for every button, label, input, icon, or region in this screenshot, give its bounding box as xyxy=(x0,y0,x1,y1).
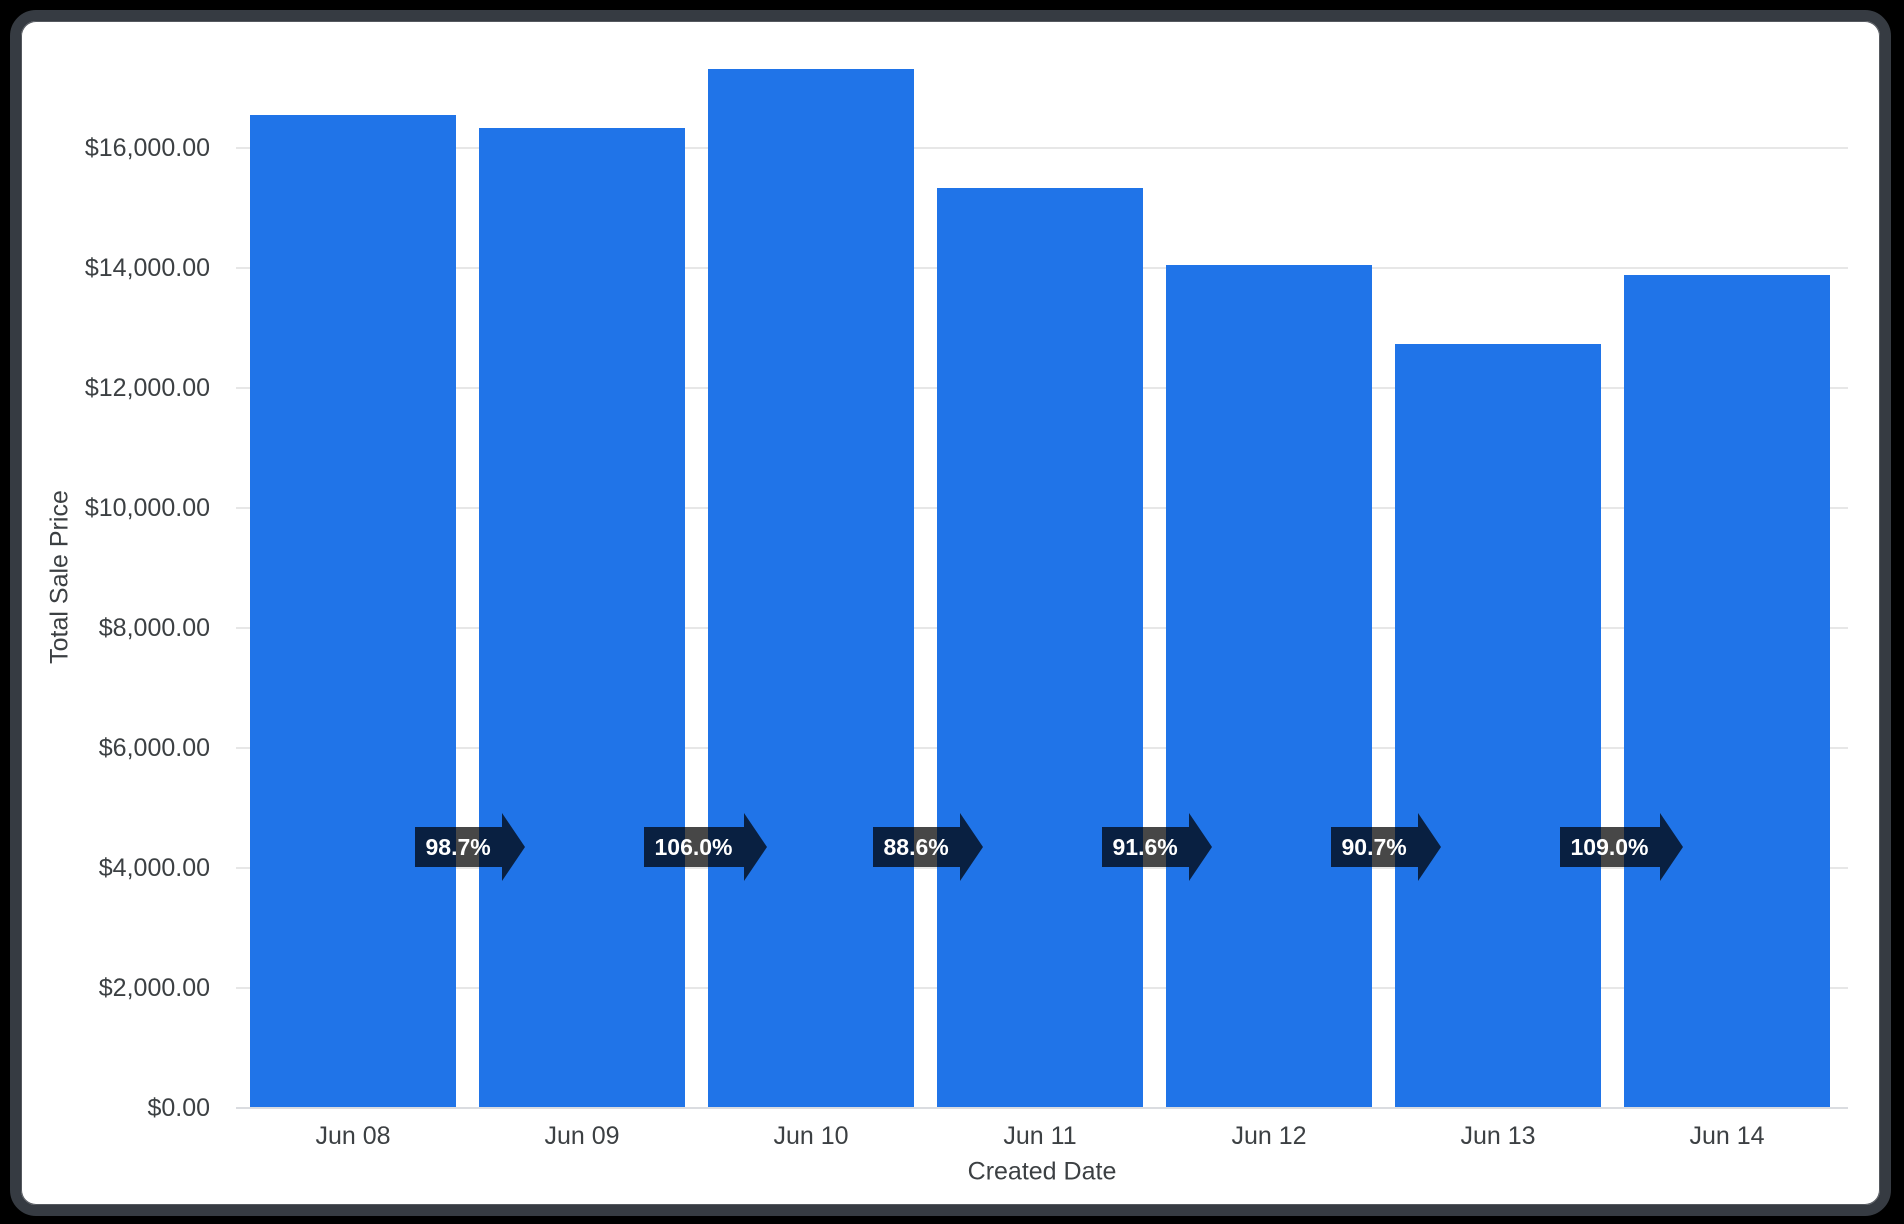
x-axis-line xyxy=(236,1107,1848,1109)
growth-badge-6: 109.0% xyxy=(1559,813,1683,881)
bar-jun-09[interactable] xyxy=(479,128,685,1108)
x-tick-label-jun-13: Jun 13 xyxy=(1460,1122,1536,1150)
bar-jun-10[interactable] xyxy=(708,69,914,1108)
x-tick-label-jun-09: Jun 09 xyxy=(544,1122,620,1150)
right-arrow-icon xyxy=(1659,813,1683,881)
x-tick-label-jun-10: Jun 10 xyxy=(773,1122,849,1150)
x-tick-label-jun-14: Jun 14 xyxy=(1689,1122,1765,1150)
growth-badge-label: 90.7% xyxy=(1330,827,1418,867)
growth-badge-label: 98.7% xyxy=(414,827,502,867)
bar-jun-11[interactable] xyxy=(937,188,1143,1108)
y-tick-label: $2,000.00 xyxy=(98,974,210,1002)
bar-jun-08[interactable] xyxy=(250,115,456,1108)
x-tick-label-jun-11: Jun 11 xyxy=(1003,1122,1077,1150)
right-arrow-icon xyxy=(1417,813,1441,881)
y-tick-label: $16,000.00 xyxy=(84,134,210,162)
y-tick-label: $0.00 xyxy=(147,1094,210,1122)
y-tick-label: $4,000.00 xyxy=(98,854,210,882)
growth-badge-3: 88.6% xyxy=(872,813,983,881)
right-arrow-icon xyxy=(1188,813,1212,881)
y-tick-label: $8,000.00 xyxy=(98,614,210,642)
growth-badge-label: 91.6% xyxy=(1101,827,1189,867)
bar-jun-13[interactable] xyxy=(1395,344,1601,1108)
growth-badge-label: 109.0% xyxy=(1559,827,1660,867)
growth-badge-5: 90.7% xyxy=(1330,813,1441,881)
x-tick-label-jun-12: Jun 12 xyxy=(1231,1122,1307,1150)
growth-badge-label: 106.0% xyxy=(643,827,744,867)
right-arrow-icon xyxy=(743,813,767,881)
growth-badge-2: 106.0% xyxy=(643,813,767,881)
x-axis-title: Created Date xyxy=(967,1157,1117,1186)
bar-jun-12[interactable] xyxy=(1166,265,1372,1108)
y-axis-title: Total Sale Price xyxy=(45,490,74,664)
y-tick-label: $6,000.00 xyxy=(98,734,210,762)
growth-badge-1: 98.7% xyxy=(414,813,525,881)
gridline xyxy=(236,147,1848,149)
bar-jun-14[interactable] xyxy=(1624,275,1830,1108)
y-tick-label: $14,000.00 xyxy=(84,254,210,282)
x-tick-label-jun-08: Jun 08 xyxy=(315,1122,391,1150)
growth-badge-4: 91.6% xyxy=(1101,813,1212,881)
y-tick-label: $12,000.00 xyxy=(84,374,210,402)
growth-badge-label: 88.6% xyxy=(872,827,960,867)
right-arrow-icon xyxy=(959,813,983,881)
right-arrow-icon xyxy=(501,813,525,881)
y-tick-label: $10,000.00 xyxy=(84,494,210,522)
